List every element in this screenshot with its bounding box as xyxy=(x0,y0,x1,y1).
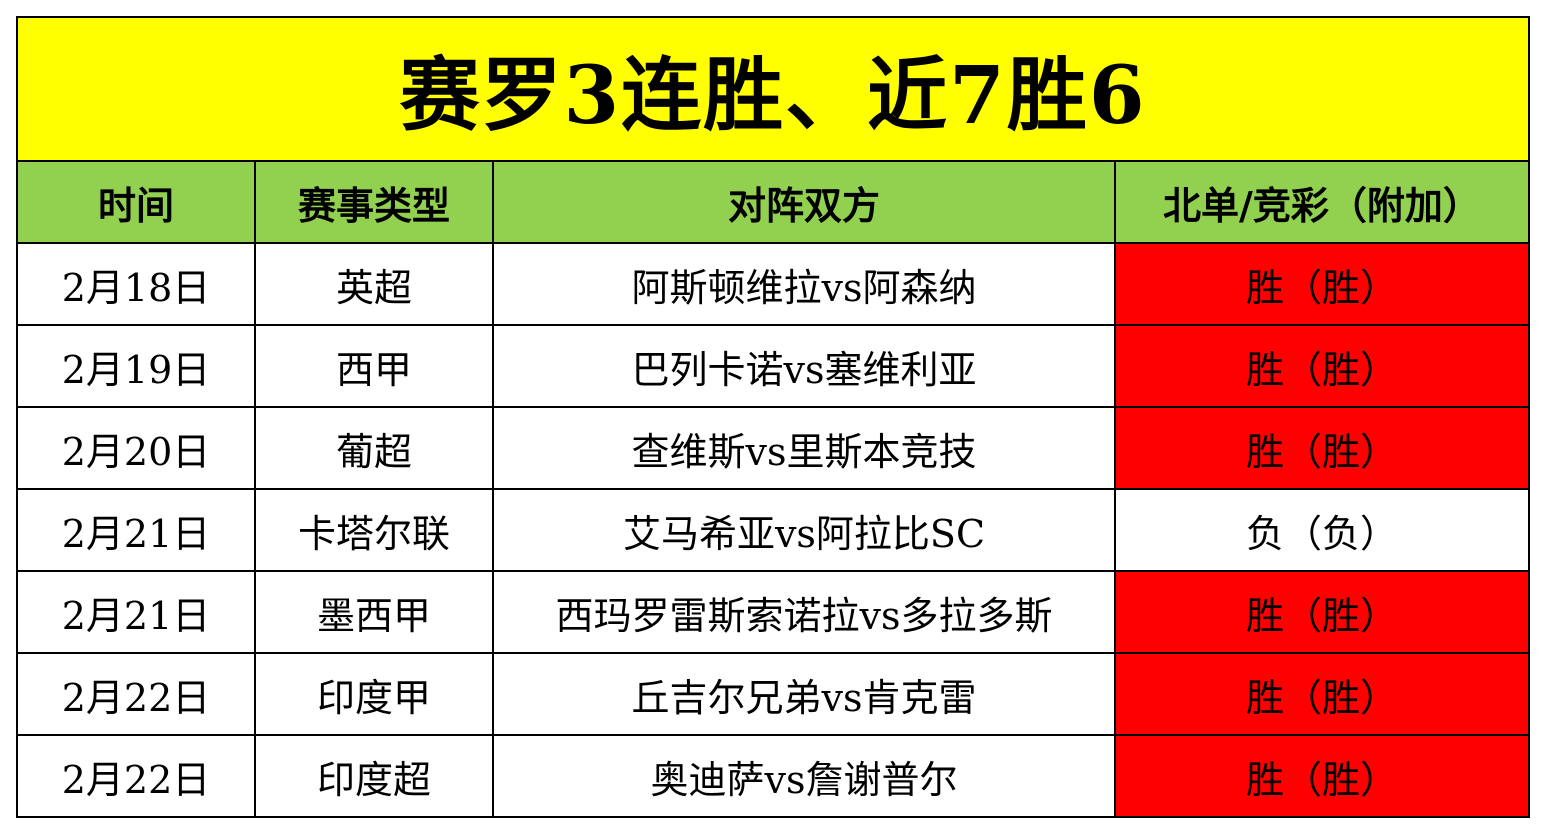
league-cell: 西甲 xyxy=(254,324,494,408)
match-cell: 查维斯vs里斯本竞技 xyxy=(492,406,1116,490)
result-cell: 胜（胜） xyxy=(1114,734,1530,818)
date-cell: 2月21日 xyxy=(16,570,256,654)
table-row: 2月20日 葡超 查维斯vs里斯本竞技 胜（胜） xyxy=(16,406,1530,490)
header-result: 北单/竞彩（附加） xyxy=(1114,160,1530,244)
league-cell: 卡塔尔联 xyxy=(254,488,494,572)
date-cell: 2月21日 xyxy=(16,488,256,572)
header-match: 对阵双方 xyxy=(492,160,1116,244)
match-cell: 阿斯顿维拉vs阿森纳 xyxy=(492,242,1116,326)
header-row: 时间 赛事类型 对阵双方 北单/竞彩（附加） xyxy=(16,160,1530,244)
match-cell: 丘吉尔兄弟vs肯克雷 xyxy=(492,652,1116,736)
date-cell: 2月22日 xyxy=(16,734,256,818)
match-cell: 艾马希亚vs阿拉比SC xyxy=(492,488,1116,572)
table-row: 2月18日 英超 阿斯顿维拉vs阿森纳 胜（胜） xyxy=(16,242,1530,326)
date-cell: 2月18日 xyxy=(16,242,256,326)
league-cell: 墨西甲 xyxy=(254,570,494,654)
title-row: 赛罗3连胜、近7胜6 xyxy=(16,16,1530,162)
match-cell: 巴列卡诺vs塞维利亚 xyxy=(492,324,1116,408)
league-cell: 印度超 xyxy=(254,734,494,818)
league-cell: 英超 xyxy=(254,242,494,326)
match-cell: 西玛罗雷斯索诺拉vs多拉多斯 xyxy=(492,570,1116,654)
table-row: 2月19日 西甲 巴列卡诺vs塞维利亚 胜（胜） xyxy=(16,324,1530,408)
league-cell: 印度甲 xyxy=(254,652,494,736)
date-cell: 2月20日 xyxy=(16,406,256,490)
table-row: 2月21日 卡塔尔联 艾马希亚vs阿拉比SC 负（负） xyxy=(16,488,1530,572)
table-row: 2月22日 印度超 奥迪萨vs詹谢普尔 胜（胜） xyxy=(16,734,1530,818)
table-title: 赛罗3连胜、近7胜6 xyxy=(16,16,1530,162)
table-row: 2月22日 印度甲 丘吉尔兄弟vs肯克雷 胜（胜） xyxy=(16,652,1530,736)
result-cell: 胜（胜） xyxy=(1114,242,1530,326)
table-row: 2月21日 墨西甲 西玛罗雷斯索诺拉vs多拉多斯 胜（胜） xyxy=(16,570,1530,654)
result-cell: 胜（胜） xyxy=(1114,406,1530,490)
league-cell: 葡超 xyxy=(254,406,494,490)
header-date: 时间 xyxy=(16,160,256,244)
result-cell: 负（负） xyxy=(1114,488,1530,572)
date-cell: 2月22日 xyxy=(16,652,256,736)
match-cell: 奥迪萨vs詹谢普尔 xyxy=(492,734,1116,818)
results-table: 赛罗3连胜、近7胜6 时间 赛事类型 对阵双方 北单/竞彩（附加） 2月18日 … xyxy=(16,16,1530,818)
result-cell: 胜（胜） xyxy=(1114,324,1530,408)
date-cell: 2月19日 xyxy=(16,324,256,408)
result-cell: 胜（胜） xyxy=(1114,652,1530,736)
result-cell: 胜（胜） xyxy=(1114,570,1530,654)
header-league: 赛事类型 xyxy=(254,160,494,244)
